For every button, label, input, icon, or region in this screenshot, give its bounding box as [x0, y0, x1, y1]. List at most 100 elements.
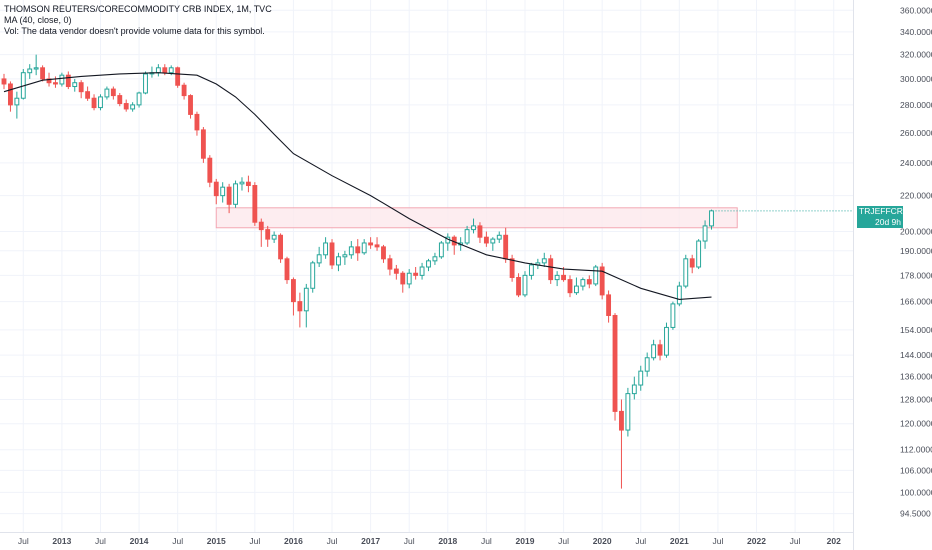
candle-body-down — [599, 266, 605, 296]
candle-body-up — [438, 242, 444, 258]
candle-body-down — [46, 78, 52, 84]
y-tick-label: 154.0000 — [900, 325, 932, 335]
y-tick-label: 220.0000 — [900, 191, 932, 201]
candle-body-down — [117, 95, 123, 105]
x-tick-label: Jul — [172, 536, 183, 546]
candle-body-down — [110, 88, 116, 97]
candle-body-down — [393, 268, 399, 274]
candle-body-down — [509, 258, 515, 278]
candle-body-up — [220, 186, 226, 197]
candle-body-up — [522, 274, 528, 296]
candle-body-up — [644, 357, 650, 372]
y-tick-label: 106.0000 — [900, 465, 932, 475]
candle-body-up — [471, 225, 476, 231]
candle-body-up — [426, 260, 431, 268]
candle-body-down — [53, 82, 58, 85]
y-tick-label: 200.0000 — [900, 227, 932, 237]
x-tick-label: 2014 — [130, 536, 149, 546]
candle-body-down — [355, 246, 361, 254]
last-price-badge-top: TRJEFFCRB 211.2868 — [859, 206, 932, 217]
candle-body-up — [464, 229, 470, 244]
candle-body-down — [258, 221, 264, 231]
candle-body-down — [586, 279, 592, 285]
candle-body-down — [65, 74, 71, 88]
x-tick-label: 2015 — [207, 536, 226, 546]
candle-body-down — [477, 225, 483, 238]
x-tick-label: Jul — [481, 536, 492, 546]
x-tick-label: Jul — [249, 536, 260, 546]
y-tick-label: 240.0000 — [900, 158, 932, 168]
legend-ma-label: MA (40, close, 0) — [4, 15, 72, 25]
candle-body-down — [483, 236, 489, 244]
y-tick-label: 360.0000 — [900, 5, 932, 15]
moving-average-line — [3, 72, 712, 300]
candle-body-down — [265, 229, 271, 240]
x-tick-label: Jul — [404, 536, 415, 546]
resistance-zone — [215, 207, 738, 229]
candle-body-up — [651, 344, 657, 359]
candle-body-down — [200, 129, 206, 159]
x-tick-label: Jul — [327, 536, 338, 546]
candle-body-down — [689, 258, 695, 268]
x-tick-label: Jul — [712, 536, 723, 546]
y-tick-label: 300.0000 — [900, 74, 932, 84]
candle-body-up — [683, 258, 689, 287]
candle-body-up — [271, 234, 277, 240]
candle-body-down — [606, 294, 612, 316]
candle-body-up — [419, 266, 425, 276]
candle-body-down — [1, 78, 7, 85]
y-tick-label: 260.0000 — [900, 128, 932, 138]
candle-body-down — [297, 301, 303, 312]
candle-body-down — [368, 242, 374, 246]
y-tick-label: 166.0000 — [900, 297, 932, 307]
candle-body-down — [516, 276, 521, 296]
candle-body-down — [503, 234, 509, 260]
candle-body-up — [342, 254, 348, 258]
candle-body-down — [387, 258, 393, 270]
candle-body-up — [541, 258, 547, 264]
candle-body-up — [14, 97, 20, 106]
candle-body-up — [554, 274, 560, 281]
candle-body-up — [580, 279, 586, 287]
candle-body-down — [85, 91, 91, 99]
candle-body-down — [548, 258, 554, 281]
candle-body-up — [664, 326, 669, 356]
candle-body-up — [432, 256, 438, 262]
y-tick-label: 178.0000 — [900, 270, 932, 280]
badge-price: 211.2868 — [910, 206, 932, 216]
candle-body-down — [291, 279, 296, 303]
x-tick-label: 202 — [827, 536, 841, 546]
candle-body-down — [374, 244, 380, 248]
candle-body-down — [123, 103, 129, 110]
candle-body-down — [619, 410, 624, 431]
x-tick-label: 2018 — [438, 536, 457, 546]
chart-legend: THOMSON REUTERS/CORECOMMODITY CRB INDEX,… — [4, 4, 272, 37]
candle-body-up — [638, 370, 644, 386]
candle-body-up — [143, 73, 148, 94]
candle-body-down — [567, 279, 573, 294]
x-tick-label: Jul — [558, 536, 569, 546]
y-tick-label: 136.0000 — [900, 372, 932, 382]
x-tick-label: Jul — [635, 536, 646, 546]
candle-body-up — [361, 242, 367, 254]
candle-body-down — [181, 84, 187, 97]
last-price-badge: TRJEFFCRB 211.2868 20d 9h — [857, 206, 932, 228]
candle-body-down — [40, 67, 46, 80]
candle-body-up — [233, 183, 238, 205]
y-tick-label: 94.5000 — [900, 509, 931, 519]
candle-body-down — [561, 274, 566, 281]
candle-body-up — [98, 96, 103, 109]
candle-body-down — [612, 314, 618, 412]
candle-body-down — [252, 185, 258, 223]
candle-body-up — [593, 266, 599, 285]
candle-body-down — [194, 113, 200, 131]
badge-symbol: TRJEFFCRB — [859, 206, 909, 216]
candle-body-down — [413, 272, 419, 276]
y-tick-label: 112.0000 — [900, 445, 932, 455]
candle-body-up — [155, 67, 161, 74]
y-tick-label: 280.0000 — [900, 100, 932, 110]
candle-body-up — [72, 82, 78, 88]
candle-body-up — [702, 225, 708, 242]
y-tick-label: 190.0000 — [900, 246, 932, 256]
